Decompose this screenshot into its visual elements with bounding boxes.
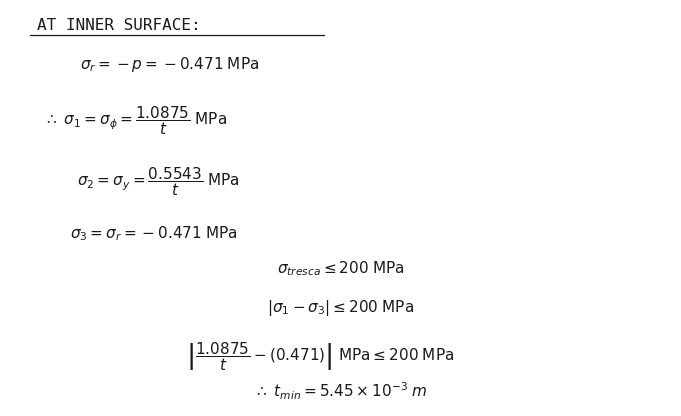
Text: AT INNER SURFACE:: AT INNER SURFACE: (37, 18, 200, 33)
Text: $\sigma_2 = \sigma_y = \dfrac{0.5543}{t} \; \mathrm{MPa}$: $\sigma_2 = \sigma_y = \dfrac{0.5543}{t}… (77, 165, 239, 198)
Text: $|\sigma_1 - \sigma_3| \leq 200 \; \mathrm{MPa}$: $|\sigma_1 - \sigma_3| \leq 200 \; \math… (267, 298, 414, 318)
Text: $\left|\dfrac{1.0875}{t} - (0.471)\right| \; \mathrm{MPa} \leq 200 \; \mathrm{MP: $\left|\dfrac{1.0875}{t} - (0.471)\right… (187, 340, 454, 373)
Text: $\sigma_r = -p = -0.471 \; \mathrm{MPa}$: $\sigma_r = -p = -0.471 \; \mathrm{MPa}$ (80, 55, 259, 74)
Text: $\therefore \; t_{min} = 5.45 \times 10^{-3} \; m$: $\therefore \; t_{min} = 5.45 \times 10^… (254, 381, 427, 402)
Text: $\therefore \; \sigma_1 = \sigma_\phi = \dfrac{1.0875}{t} \; \mathrm{MPa}$: $\therefore \; \sigma_1 = \sigma_\phi = … (44, 104, 227, 137)
Text: $\sigma_3 = \sigma_r = -0.471 \; \mathrm{MPa}$: $\sigma_3 = \sigma_r = -0.471 \; \mathrm… (70, 224, 238, 243)
Text: $\sigma_{tresca} \leq 200 \; \mathrm{MPa}$: $\sigma_{tresca} \leq 200 \; \mathrm{MPa… (276, 259, 405, 277)
